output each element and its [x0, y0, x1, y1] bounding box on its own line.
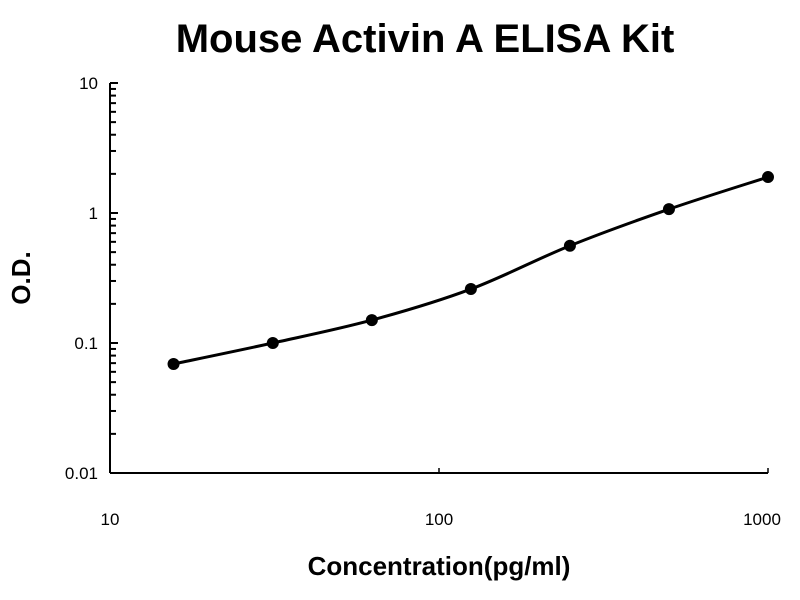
- y-tick-label: 0.01: [65, 464, 98, 483]
- y-tick-label: 10: [79, 74, 98, 93]
- data-point: [266, 337, 279, 349]
- x-tick-label: 100: [425, 510, 453, 529]
- data-point: [464, 283, 477, 296]
- y-tick-label: 0.1: [74, 334, 98, 353]
- axes: [109, 82, 769, 474]
- data-points: [167, 171, 774, 370]
- data-point: [167, 357, 180, 370]
- chart-title: Mouse Activin A ELISA Kit: [176, 17, 675, 61]
- tick-labels: 0.01 0.1 1 10 10 100 1000: [65, 74, 781, 529]
- data-point: [662, 203, 675, 216]
- y-tick-label: 1: [89, 204, 98, 223]
- data-point: [365, 314, 378, 327]
- data-point: [563, 239, 576, 252]
- y-axis-label: O.D.: [6, 251, 36, 304]
- x-axis-label: Concentration(pg/ml): [308, 551, 571, 581]
- data-point: [762, 171, 774, 184]
- x-tick-label: 1000: [743, 510, 781, 529]
- x-tick-label: 10: [101, 510, 120, 529]
- fit-curve: [173, 175, 769, 366]
